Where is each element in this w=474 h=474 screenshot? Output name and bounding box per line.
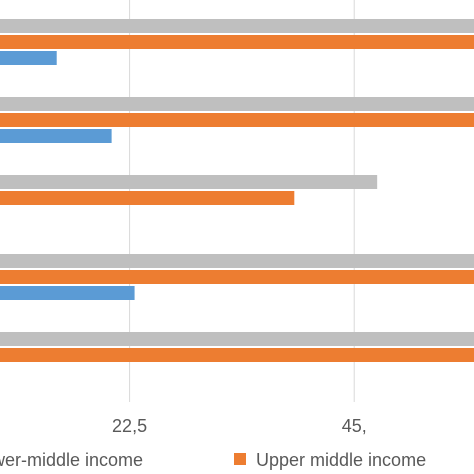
legend-label-2: Upper middle income [256,450,426,470]
bar-series-2-group-4 [0,270,474,284]
legend-label-1: wer-middle income [0,450,143,470]
bar-series-3-group-2 [0,129,112,143]
bar-series-1-group-5 [0,332,474,346]
bar-series-1-group-2 [0,97,474,111]
legend-swatch-2 [234,453,246,465]
x-axis-tick-labels: 22,5 45, [112,416,367,436]
x-tick-label-1: 22,5 [112,416,147,436]
bar-series-2-group-3 [0,191,295,205]
bar-series-1-group-4 [0,254,474,268]
bar-series-2-group-5 [0,348,474,362]
x-tick-label-2: 45, [342,416,367,436]
bars [0,19,474,362]
bar-series-3-group-4 [0,286,135,300]
bar-series-1-group-3 [0,175,378,189]
bar-series-1-group-1 [0,19,474,33]
bar-series-3-group-1 [0,51,57,65]
legend: wer-middle income Upper middle income [0,450,426,470]
bar-series-2-group-1 [0,35,474,49]
bar-series-2-group-2 [0,113,474,127]
